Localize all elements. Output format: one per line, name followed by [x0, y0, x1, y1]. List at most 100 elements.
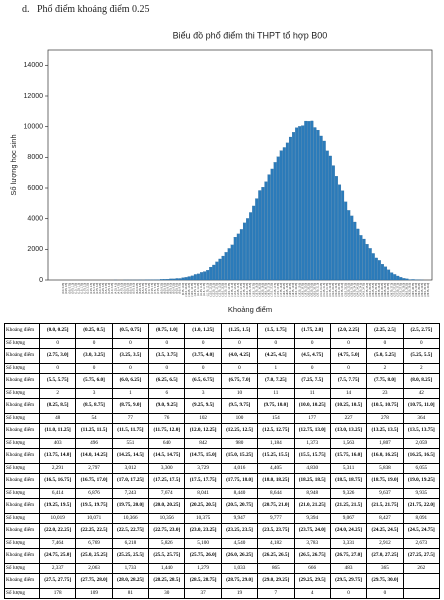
range-cell: (17.75, 18.0] [220, 473, 259, 489]
x-tick-label: (6.25, 6.5] [139, 283, 142, 294]
range-cell: (9.0, 9.25] [148, 398, 186, 414]
bar [288, 136, 292, 281]
x-tick-label: (29.75, 30.0] [427, 283, 430, 297]
range-cell: (4.5, 4.75] [293, 348, 331, 364]
bar [276, 156, 280, 281]
bar [377, 260, 381, 281]
range-cell: (3.5, 3.75] [148, 348, 186, 364]
range-cell: (11.5, 11.75] [111, 423, 150, 439]
x-tick-label: (28.5, 28.75] [412, 283, 415, 297]
count-cell: 5,100 [184, 538, 222, 549]
x-tick-label: (26.0, 26.25] [381, 283, 384, 297]
count-cell: 365 [366, 563, 404, 574]
section-heading: d. Phổ điểm khoảng điểm 0.25 [22, 4, 150, 15]
x-tick-label: (22.0, 22.25] [332, 283, 335, 297]
range-cell: (10.75, 11.0] [402, 398, 441, 414]
bar [362, 238, 366, 281]
bar [187, 276, 191, 281]
bar [380, 264, 384, 281]
x-tick-label: (8.0, 8.25] [160, 283, 163, 294]
x-tick-label: (11.5, 11.75] [203, 283, 206, 296]
bar [359, 235, 363, 281]
x-tick-label: (3.0, 3.25] [99, 283, 102, 294]
count-cell: 496 [75, 438, 113, 449]
count-cell: 2,337 [38, 563, 77, 574]
count-cell: 9,935 [402, 488, 441, 499]
range-cell: (4.0, 4.25] [220, 348, 259, 364]
range-cell: (13.25, 13.5] [366, 423, 404, 439]
x-tick-label: (19.0, 19.25] [295, 283, 298, 297]
range-cell: (21.75, 22.0] [402, 498, 441, 514]
count-cell: 100 [220, 413, 259, 424]
x-tick-label: (9.75, 10.0] [182, 283, 185, 295]
table-row: Số lượng 178 109 81 30 37 19 7 4 0 0 [4, 588, 441, 599]
bar [163, 279, 167, 281]
x-tick-label: (26.75, 27.0] [390, 283, 393, 297]
bar [301, 125, 305, 281]
x-tick-label: (0.0, 0.25] [62, 283, 65, 294]
bar [264, 181, 268, 281]
count-cell: 0 [184, 338, 222, 349]
count-cell: 4,540 [220, 538, 259, 549]
count-cell: 9,947 [220, 513, 259, 524]
bar [258, 190, 262, 281]
row-header: Khoảng điểm [4, 498, 40, 514]
range-cell: (8.25, 8.5] [38, 398, 77, 414]
x-tick-label: (0.25, 0.5] [65, 283, 68, 294]
count-cell: 10,366 [111, 513, 150, 524]
x-tick-label: (22.75, 23.0] [341, 283, 344, 297]
bar [175, 278, 179, 281]
row-header: Số lượng [4, 363, 40, 374]
count-cell: 2,797 [75, 463, 113, 474]
bar [242, 222, 246, 281]
x-tick-label: (20.75, 21.0] [317, 283, 320, 297]
table-row: Khoảng điểm (19.25, 19.5] (19.5, 19.75] (19… [4, 498, 441, 514]
range-cell: (7.25, 7.5] [293, 373, 331, 389]
count-cell: 11 [257, 388, 295, 399]
range-cell: (11.0, 11.25] [38, 423, 77, 439]
table-row: Khoảng điểm (5.5, 5.75] (5.75, 6.0] (6.0, 6… [4, 373, 441, 389]
count-cell: 154 [257, 413, 295, 424]
count-cell: 2,059 [402, 438, 441, 449]
x-tick-label: (3.5, 3.75] [105, 283, 108, 294]
x-tick-label: (12.25, 12.5] [212, 283, 215, 297]
range-cell: (12.75, 13.0] [293, 423, 331, 439]
range-cell: (5.75, 6.0] [75, 373, 113, 389]
x-tick-label: (6.5, 6.75] [142, 283, 145, 294]
x-tick-label: (24.5, 24.75] [363, 283, 366, 297]
bar [279, 150, 283, 281]
range-cell: (26.5, 26.75] [293, 548, 331, 564]
range-cell: (1.5, 1.75] [257, 323, 295, 339]
bar [384, 266, 388, 281]
bar [298, 126, 302, 281]
count-cell: 0 [293, 363, 331, 374]
x-tick-label: (13.0, 13.25] [222, 283, 225, 297]
x-tick-label: (11.25, 11.5] [200, 283, 203, 296]
y-axis-label: Số lượng học sinh [9, 134, 18, 195]
range-cell: (19.75, 20.0] [111, 498, 150, 514]
x-tick-label: (19.5, 19.75] [301, 283, 304, 297]
count-cell: 8,041 [184, 488, 222, 499]
x-tick-label: (18.0, 18.25] [283, 283, 286, 297]
count-cell: 0 [148, 363, 186, 374]
table-row: Số lượng 403 496 551 640 842 980 1,184 1,373 1,56… [4, 438, 441, 449]
range-cell: (17.0, 17.25] [111, 473, 150, 489]
range-cell: (28.0, 28.25] [111, 573, 150, 589]
range-cell: (12.25, 12.5] [220, 423, 259, 439]
x-tick-label: (10.25, 10.5] [188, 283, 191, 297]
table-row: Số lượng 0 0 0 0 0 0 1 0 0 2 2 [4, 363, 441, 374]
x-tick-label: (11.75, 12.0] [206, 283, 209, 297]
range-cell: (23.5, 23.75] [257, 523, 295, 539]
range-cell: (22.5, 22.75] [111, 523, 150, 539]
range-cell: (13.75, 14.0] [38, 448, 77, 464]
count-cell: 14 [329, 388, 368, 399]
count-cell: 2 [366, 363, 404, 374]
count-cell: 2 [38, 388, 77, 399]
count-cell: 3,331 [329, 538, 368, 549]
count-cell: 666 [293, 563, 331, 574]
bar [316, 129, 320, 281]
range-cell: (9.75, 10.0] [257, 398, 295, 414]
count-cell: 0 [366, 588, 404, 599]
range-cell: (18.25, 18.5] [293, 473, 331, 489]
x-tick-label: (7.25, 7.5] [151, 283, 154, 294]
